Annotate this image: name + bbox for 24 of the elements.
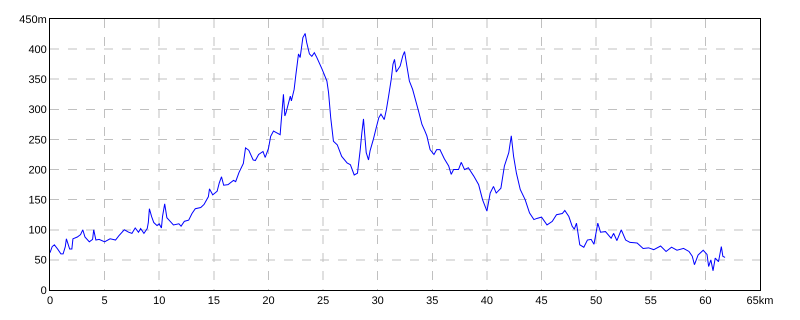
y-tick-label: 150 (28, 194, 47, 207)
y-tick-label: 250 (28, 134, 47, 146)
y-tick-label: 200 (28, 164, 47, 176)
y-tick-label: 300 (28, 104, 47, 116)
line-series (50, 32, 726, 272)
y-tick-label: 400 (28, 44, 47, 56)
x-tick-label: 55 (644, 295, 657, 308)
y-tick-label: 0 (40, 284, 47, 297)
x-tick-label: 25 (316, 295, 330, 308)
x-tick-label: 45 (535, 295, 548, 308)
x-tick-label: 50 (590, 295, 602, 308)
y-tick-label: 450m (19, 14, 47, 26)
y-tick-label: 350 (28, 74, 47, 86)
x-tick-label: 60 (699, 295, 712, 308)
x-tick-label: 15 (208, 295, 220, 308)
x-tick-label: 20 (262, 295, 275, 308)
x-tick-label: 35 (426, 295, 438, 308)
y-tick-label: 50 (34, 254, 47, 267)
x-tick-label: 5 (102, 295, 108, 308)
x-tick-label: 65km (746, 295, 774, 308)
x-tick-label: 10 (153, 295, 166, 308)
x-tick-label: 30 (372, 295, 384, 308)
y-tick-label: 100 (28, 224, 47, 237)
x-tick-label: 40 (480, 295, 494, 308)
